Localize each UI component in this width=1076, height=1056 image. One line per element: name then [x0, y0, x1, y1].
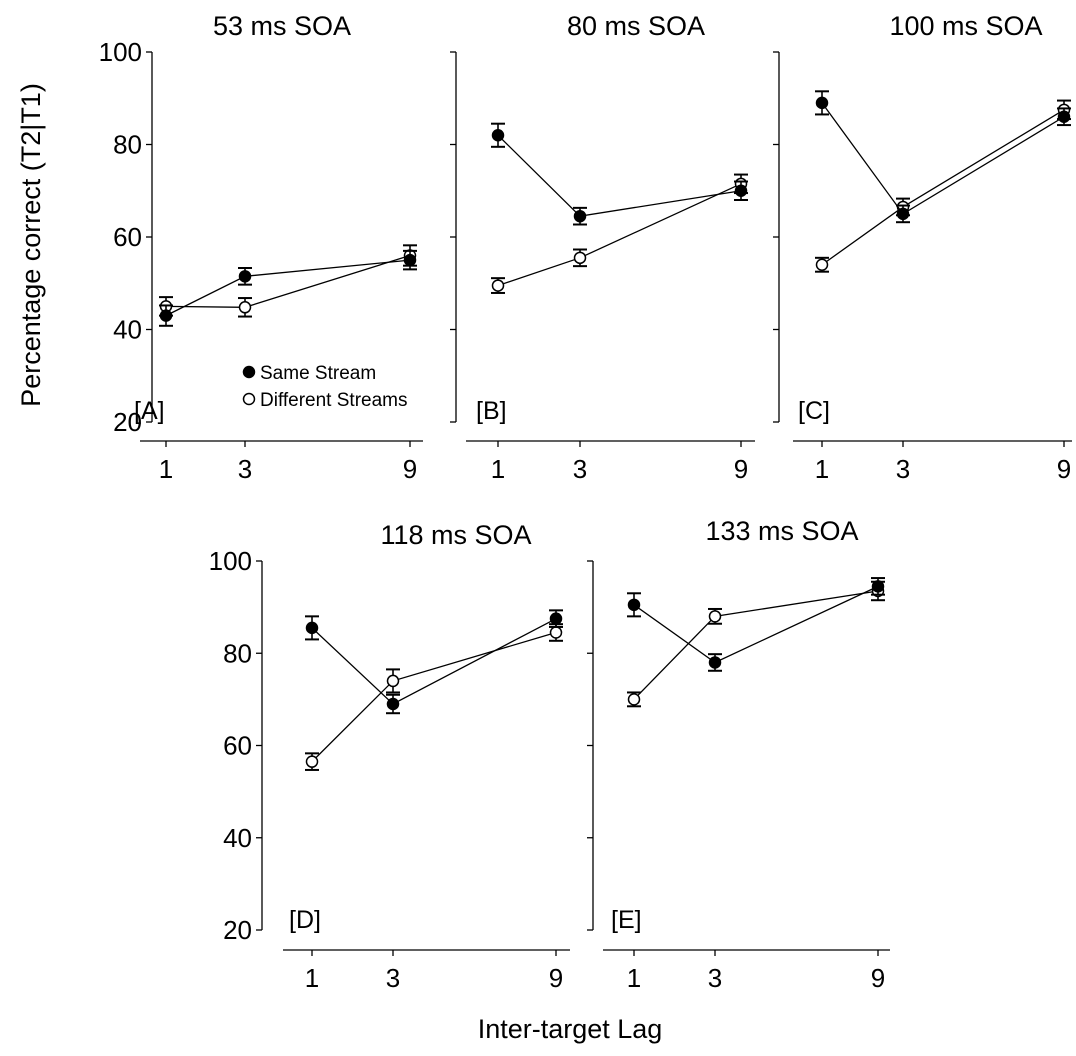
panel-d-different-line: [311, 631, 557, 763]
panel-b-same-point: [734, 184, 748, 197]
panel-b-series-same: [491, 122, 748, 226]
panel-c-xtick-label: 1: [815, 454, 829, 484]
panel-c-same-point: [815, 96, 829, 110]
panel-e: 133 ms SOA 1 3 9 [E]: [587, 516, 890, 993]
panel-d-different-point: [386, 674, 400, 688]
panel-b-xtick-label: 3: [573, 454, 587, 484]
panel-a-same-point: [238, 270, 252, 283]
panel-a-ytick-label: 80: [113, 130, 142, 160]
panel-e-same-point: [627, 598, 641, 612]
panels: 53 ms SOA 20 40 60 80 100 1 3 9 [A] Same Stream Dif…: [99, 11, 1072, 993]
panel-a-same-point: [159, 309, 173, 322]
panel-e-series-same: [627, 577, 885, 672]
panel-a-xtick-label: 1: [159, 454, 173, 484]
panel-a-ytick-label: 20: [113, 407, 142, 437]
panel-c-title: 100 ms SOA: [889, 11, 1042, 41]
panel-a-same-point: [403, 253, 417, 267]
panel-c-xtick-label: 3: [896, 454, 910, 484]
panel-b-label: [B]: [476, 397, 507, 425]
panel-d-xtick-label: 1: [305, 963, 319, 993]
panel-c-label: [C]: [798, 397, 830, 425]
legend-same-label: Same Stream: [260, 363, 376, 384]
panel-e-label: [E]: [611, 906, 642, 934]
panel-d-xtick-label: 3: [386, 963, 400, 993]
panel-d-ytick-label: 60: [223, 731, 252, 761]
legend-different-marker: [242, 392, 256, 406]
panel-c-xtick-label: 9: [1057, 454, 1071, 484]
panel-d-label: [D]: [289, 906, 321, 934]
panel-e-title: 133 ms SOA: [705, 516, 858, 546]
panel-b-title: 80 ms SOA: [567, 11, 705, 41]
legend-different-label: Different Streams: [260, 390, 407, 411]
panel-e-xtick-label: 9: [871, 963, 885, 993]
panel-e-different-point: [708, 610, 722, 623]
panel-b-xtick-label: 9: [734, 454, 748, 484]
panel-c-series-same: [815, 90, 1071, 224]
panel-c-different-point: [815, 258, 829, 271]
panel-a-ytick-label: 100: [99, 37, 142, 67]
panel-d-series-same: [305, 609, 563, 715]
panel-b-series-different: [491, 173, 748, 294]
panel-d-series-different: [305, 623, 563, 771]
legend-same-marker: [242, 365, 256, 379]
panel-a-ytick-label: 60: [113, 222, 142, 252]
panel-c-same-point: [1057, 110, 1071, 123]
panel-d-ytick-label: 80: [223, 638, 252, 668]
panel-c: 100 ms SOA 1 3 9 [C]: [773, 11, 1072, 484]
panel-d-same-point: [386, 697, 400, 711]
panel-b-different-point: [573, 251, 587, 265]
panel-d-same-point: [305, 621, 319, 635]
x-axis-title: Inter-target Lag: [478, 1014, 663, 1044]
panel-c-different-line: [821, 109, 1065, 266]
panel-b-same-point: [573, 209, 587, 223]
panel-a-series-different: [159, 244, 417, 318]
panel-e-same-point: [871, 580, 885, 593]
panel-d-ytick-label: 20: [223, 915, 252, 945]
panel-a-different-point: [238, 301, 252, 314]
panel-d: 118 ms SOA 20 40 60 80 100 1 3 9 [D]: [209, 520, 570, 993]
panel-d-same-point: [549, 612, 563, 625]
panel-e-xtick-label: 3: [708, 963, 722, 993]
legend: Same Stream Different Streams: [242, 363, 407, 411]
panel-e-different-point: [627, 693, 641, 706]
panel-b: 80 ms SOA 1 3 9 [B]: [450, 11, 755, 484]
panel-d-same-line: [311, 618, 557, 705]
panel-d-title: 118 ms SOA: [380, 520, 531, 550]
panel-d-xtick-label: 9: [549, 963, 563, 993]
panel-c-series-different: [815, 99, 1071, 273]
panel-a-xtick-label: 3: [238, 454, 252, 484]
panel-b-different-line: [497, 183, 742, 287]
panel-a-label: [A]: [134, 397, 165, 425]
panel-b-xtick-label: 1: [491, 454, 505, 484]
panel-c-same-line: [821, 102, 1065, 215]
panel-d-different-point: [305, 755, 319, 768]
y-axis-title: Percentage correct (T2|T1): [16, 83, 46, 407]
panel-a-xtick-label: 9: [403, 454, 417, 484]
panel-c-same-point: [896, 207, 910, 221]
panel-b-same-line: [497, 134, 742, 217]
panel-a-title: 53 ms SOA: [213, 11, 351, 41]
panel-e-xtick-label: 1: [627, 963, 641, 993]
panel-d-ytick-label: 100: [209, 546, 252, 576]
panel-b-same-point: [491, 129, 505, 142]
panel-e-same-line: [633, 585, 879, 664]
panel-d-different-point: [549, 626, 563, 639]
panel-a-series-same: [159, 249, 417, 327]
panel-d-ytick-label: 40: [223, 823, 252, 853]
panel-a-ytick-label: 40: [113, 315, 142, 345]
panel-e-different-line: [633, 590, 879, 700]
panel-a: 53 ms SOA 20 40 60 80 100 1 3 9 [A] Same Stream Dif…: [99, 11, 423, 484]
panel-b-different-point: [491, 279, 505, 292]
panel-e-same-point: [708, 656, 722, 669]
